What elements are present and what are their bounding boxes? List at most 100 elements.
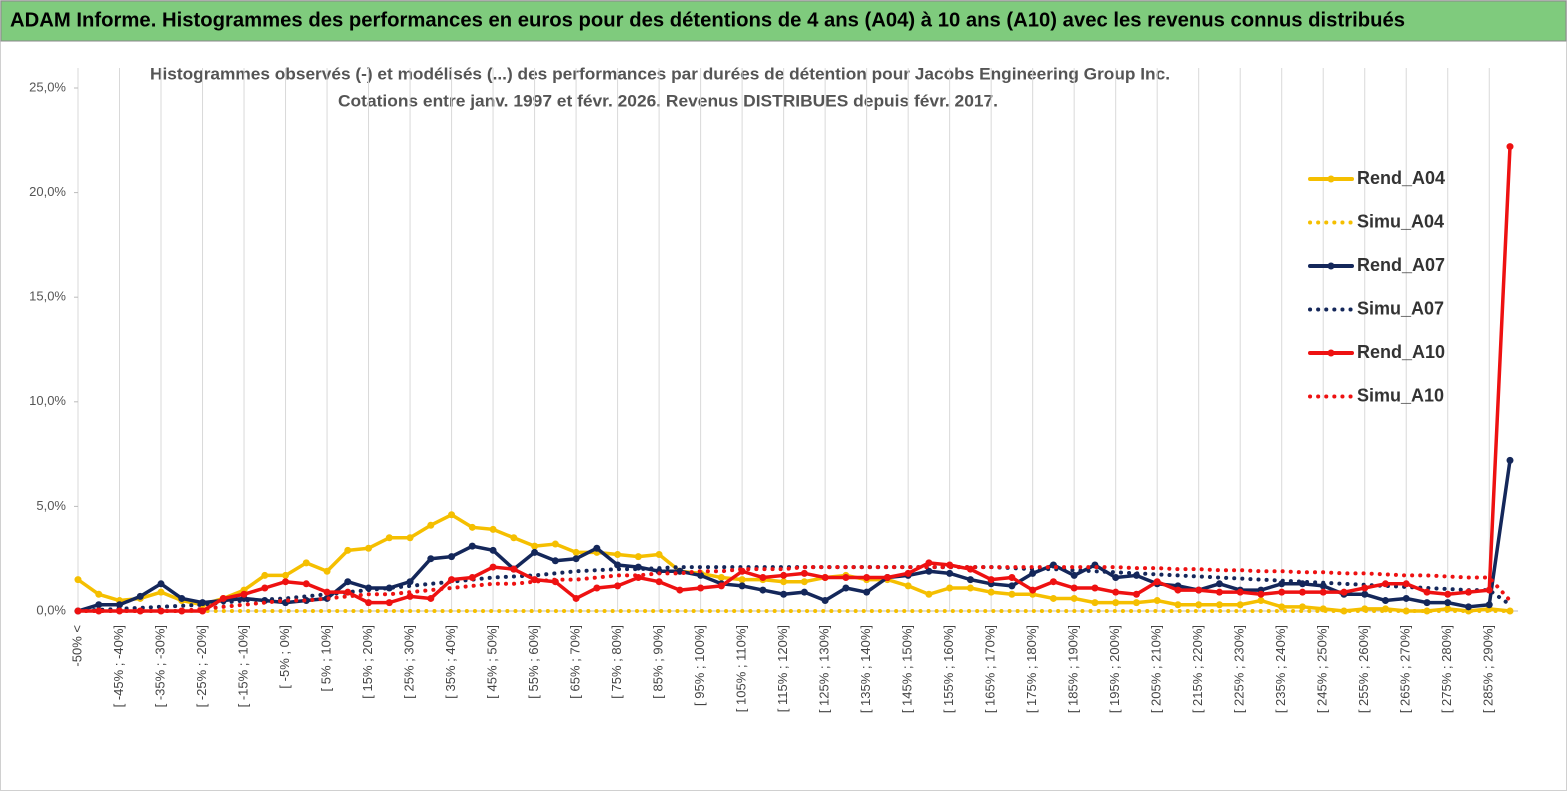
data-point bbox=[925, 567, 933, 575]
data-point bbox=[842, 574, 850, 582]
data-point bbox=[821, 574, 829, 582]
data-point bbox=[116, 601, 124, 609]
data-point bbox=[780, 578, 788, 586]
data-point bbox=[468, 523, 476, 531]
data-point bbox=[551, 540, 559, 548]
x-tick-label: [ -5% ; 0%] bbox=[277, 625, 292, 689]
x-tick-label: [ -35% ; -30%] bbox=[152, 625, 167, 707]
data-point bbox=[468, 574, 476, 582]
data-point bbox=[1236, 588, 1244, 596]
x-tick-label: [ 215% ; 220%] bbox=[1190, 625, 1205, 713]
data-point bbox=[572, 555, 580, 563]
data-point bbox=[302, 559, 310, 567]
data-point bbox=[1029, 569, 1037, 577]
legend-marker bbox=[1327, 175, 1335, 183]
x-tick-label: [ 205% ; 210%] bbox=[1149, 625, 1164, 713]
legend-label: Simu_A07 bbox=[1357, 298, 1444, 318]
data-point bbox=[883, 574, 891, 582]
data-point bbox=[1319, 588, 1327, 596]
data-point bbox=[1402, 594, 1410, 602]
data-point bbox=[385, 584, 393, 592]
x-tick-label: [ 75% ; 80%] bbox=[609, 625, 624, 699]
data-point bbox=[406, 578, 414, 586]
data-point bbox=[510, 534, 518, 542]
x-tick-label: [ 175% ; 180%] bbox=[1024, 625, 1039, 713]
x-tick-label: [ 185% ; 190%] bbox=[1066, 625, 1081, 713]
x-tick-label: [ 155% ; 160%] bbox=[941, 625, 956, 713]
x-tick-label: [ 235% ; 240%] bbox=[1273, 625, 1288, 713]
data-point bbox=[1485, 586, 1493, 594]
data-point bbox=[800, 578, 808, 586]
x-tick-label: [ 65% ; 70%] bbox=[568, 625, 583, 699]
data-point bbox=[323, 567, 331, 575]
data-point bbox=[925, 559, 933, 567]
x-tick-label: [ 105% ; 110%] bbox=[734, 625, 749, 712]
data-point bbox=[1215, 580, 1223, 588]
data-point bbox=[904, 582, 912, 590]
x-tick-label: [ 115% ; 120%] bbox=[775, 625, 790, 712]
data-point bbox=[1423, 588, 1431, 596]
x-tick-label: [ 35% ; 40%] bbox=[443, 625, 458, 699]
legend-label: Simu_A10 bbox=[1357, 385, 1444, 405]
data-point bbox=[780, 571, 788, 579]
data-point bbox=[95, 601, 103, 609]
data-point bbox=[448, 511, 456, 519]
data-point bbox=[95, 607, 103, 615]
series-line bbox=[76, 144, 1512, 613]
data-point bbox=[614, 582, 622, 590]
data-point bbox=[365, 599, 373, 607]
data-point bbox=[863, 574, 871, 582]
data-point bbox=[1174, 586, 1182, 594]
data-point bbox=[966, 576, 974, 584]
data-point bbox=[344, 546, 352, 554]
data-point bbox=[1008, 590, 1016, 598]
legend-label: Rend_A10 bbox=[1357, 342, 1445, 362]
data-point bbox=[1257, 597, 1265, 605]
data-point bbox=[1153, 578, 1161, 586]
x-tick-label: [ 85% ; 90%] bbox=[651, 625, 666, 699]
data-point bbox=[717, 574, 725, 582]
data-point bbox=[1278, 603, 1286, 611]
data-point bbox=[987, 576, 995, 584]
data-point bbox=[821, 597, 829, 605]
data-point bbox=[863, 588, 871, 596]
data-point bbox=[1361, 590, 1369, 598]
data-point bbox=[1340, 588, 1348, 596]
data-point bbox=[1319, 582, 1327, 590]
data-point bbox=[1236, 601, 1244, 609]
x-tick-label: [ 165% ; 170%] bbox=[983, 625, 998, 713]
data-point bbox=[136, 592, 144, 600]
legend-marker bbox=[1327, 349, 1335, 357]
data-point bbox=[531, 542, 539, 550]
data-point bbox=[1444, 590, 1452, 598]
data-point bbox=[406, 592, 414, 600]
data-point bbox=[1132, 590, 1140, 598]
x-tick-label: [ 95% ; 100%] bbox=[692, 625, 707, 706]
data-point bbox=[1506, 607, 1514, 615]
data-point bbox=[1215, 588, 1223, 596]
data-point bbox=[74, 576, 82, 584]
data-point bbox=[468, 542, 476, 550]
data-point bbox=[842, 584, 850, 592]
data-point bbox=[572, 594, 580, 602]
data-point bbox=[1112, 574, 1120, 582]
data-point bbox=[385, 599, 393, 607]
data-point bbox=[344, 588, 352, 596]
data-point bbox=[1132, 599, 1140, 607]
x-tick-label: [ 25% ; 30%] bbox=[401, 625, 416, 699]
data-point bbox=[1381, 580, 1389, 588]
data-point bbox=[593, 584, 601, 592]
data-point bbox=[800, 588, 808, 596]
x-tick-label: [ 255% ; 260%] bbox=[1356, 625, 1371, 713]
data-point bbox=[365, 544, 373, 552]
x-tick-label: [ 45% ; 50%] bbox=[485, 625, 500, 699]
data-point bbox=[655, 578, 663, 586]
data-point bbox=[427, 555, 435, 563]
y-tick-label: 15,0% bbox=[29, 289, 66, 304]
data-point bbox=[323, 588, 331, 596]
data-point bbox=[282, 578, 290, 586]
data-point bbox=[1464, 588, 1472, 596]
chart-subtitle: Histogrammes observés (-) et modélisés (… bbox=[150, 64, 1170, 83]
y-tick-label: 20,0% bbox=[29, 184, 66, 199]
